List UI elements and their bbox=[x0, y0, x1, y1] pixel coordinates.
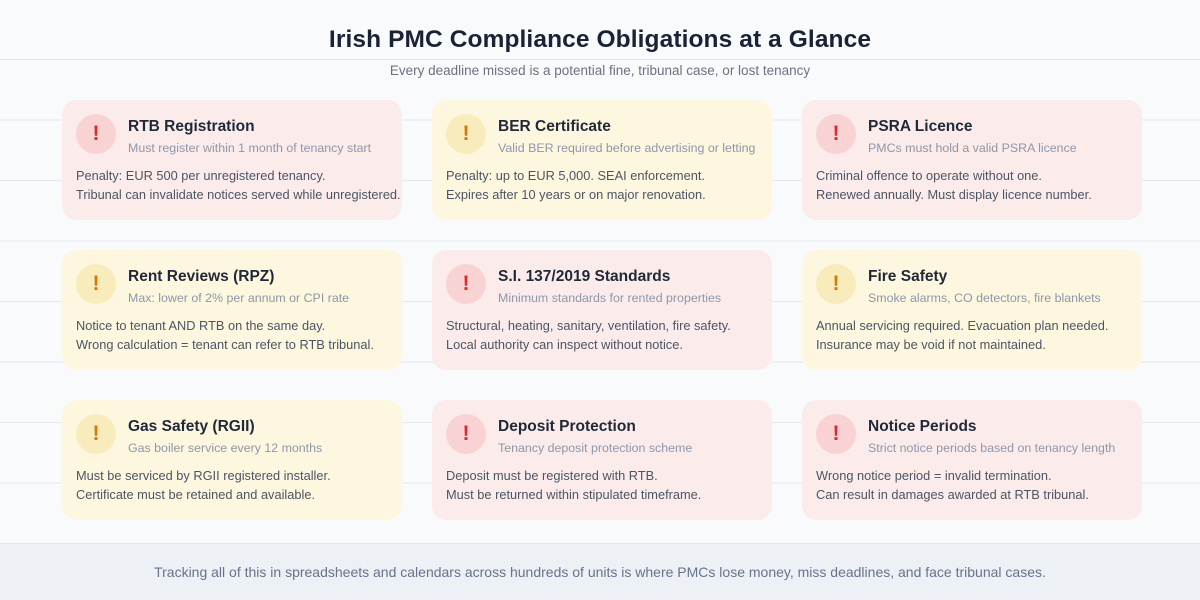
card-detail-line: Local authority can inspect without noti… bbox=[446, 337, 683, 352]
alert-icon: ! bbox=[446, 414, 486, 454]
alert-icon: ! bbox=[76, 414, 116, 454]
page-title: Irish PMC Compliance Obligations at a Gl… bbox=[328, 26, 872, 53]
card-detail-line: Annual servicing required. Evacuation pl… bbox=[816, 318, 1109, 333]
card-title: Gas Safety (RGII) bbox=[128, 418, 255, 435]
card-rtb-registration: ! RTB Registration Must register within … bbox=[62, 100, 402, 220]
card-title: PSRA Licence bbox=[868, 118, 973, 135]
card-detail-line: Tribunal can invalidate notices served w… bbox=[76, 187, 401, 202]
card-detail-line: Deposit must be registered with RTB. bbox=[446, 468, 658, 483]
card-psra-licence: ! PSRA Licence PMCs must hold a valid PS… bbox=[802, 100, 1142, 220]
card-subtitle: Valid BER required before advertising or… bbox=[498, 141, 756, 155]
card-title: Notice Periods bbox=[868, 418, 977, 435]
compliance-card-grid: ! RTB Registration Must register within … bbox=[62, 100, 1142, 520]
card-si-137-2019-standards: ! S.I. 137/2019 Standards Minimum standa… bbox=[432, 250, 772, 370]
alert-icon: ! bbox=[76, 264, 116, 304]
card-detail-line: Penalty: EUR 500 per unregistered tenanc… bbox=[76, 168, 326, 183]
card-fire-safety: ! Fire Safety Smoke alarms, CO detectors… bbox=[802, 250, 1142, 370]
alert-icon: ! bbox=[816, 414, 856, 454]
alert-icon: ! bbox=[816, 264, 856, 304]
card-deposit-protection: ! Deposit Protection Tenancy deposit pro… bbox=[432, 400, 772, 520]
card-subtitle: Gas boiler service every 12 months bbox=[128, 441, 323, 455]
card-title: Fire Safety bbox=[868, 268, 948, 285]
card-detail-line: Certificate must be retained and availab… bbox=[76, 487, 316, 502]
footer-text: Tracking all of this in spreadsheets and… bbox=[154, 564, 1046, 580]
card-subtitle: Must register within 1 month of tenancy … bbox=[128, 141, 372, 155]
card-detail-line: Penalty: up to EUR 5,000. SEAI enforceme… bbox=[446, 168, 705, 183]
card-notice-periods: ! Notice Periods Strict notice periods b… bbox=[802, 400, 1142, 520]
page-subtitle: Every deadline missed is a potential fin… bbox=[389, 63, 811, 78]
card-detail-line: Structural, heating, sanitary, ventilati… bbox=[446, 318, 731, 333]
alert-icon: ! bbox=[816, 114, 856, 154]
card-subtitle: Smoke alarms, CO detectors, fire blanket… bbox=[868, 291, 1101, 305]
card-title: RTB Registration bbox=[128, 118, 255, 135]
card-title: BER Certificate bbox=[498, 118, 611, 135]
card-title: Deposit Protection bbox=[498, 418, 636, 435]
card-ber-certificate: ! BER Certificate Valid BER required bef… bbox=[432, 100, 772, 220]
card-detail-line: Must be serviced by RGII registered inst… bbox=[76, 468, 331, 483]
card-detail-line: Wrong calculation = tenant can refer to … bbox=[76, 337, 374, 352]
card-subtitle: Strict notice periods based on tenancy l… bbox=[868, 441, 1116, 455]
alert-icon: ! bbox=[446, 264, 486, 304]
card-title: S.I. 137/2019 Standards bbox=[498, 268, 671, 285]
card-detail-line: Wrong notice period = invalid terminatio… bbox=[816, 468, 1052, 483]
card-detail-line: Notice to tenant AND RTB on the same day… bbox=[76, 318, 326, 333]
card-subtitle: PMCs must hold a valid PSRA licence bbox=[868, 141, 1077, 155]
card-detail-line: Expires after 10 years or on major renov… bbox=[446, 187, 706, 202]
alert-icon: ! bbox=[76, 114, 116, 154]
card-detail-line: Must be returned within stipulated timef… bbox=[446, 487, 702, 502]
card-detail-line: Renewed annually. Must display licence n… bbox=[816, 187, 1092, 202]
card-detail-line: Criminal offence to operate without one. bbox=[816, 168, 1042, 183]
card-gas-safety-rgii: ! Gas Safety (RGII) Gas boiler service e… bbox=[62, 400, 402, 520]
card-subtitle: Minimum standards for rented properties bbox=[498, 291, 722, 305]
card-detail-line: Insurance may be void if not maintained. bbox=[816, 337, 1046, 352]
card-rent-reviews-rpz: ! Rent Reviews (RPZ) Max: lower of 2% pe… bbox=[62, 250, 402, 370]
card-detail-line: Can result in damages awarded at RTB tri… bbox=[816, 487, 1089, 502]
card-subtitle: Max: lower of 2% per annum or CPI rate bbox=[128, 291, 350, 305]
footer-banner: Tracking all of this in spreadsheets and… bbox=[0, 543, 1200, 600]
card-subtitle: Tenancy deposit protection scheme bbox=[498, 441, 693, 455]
alert-icon: ! bbox=[446, 114, 486, 154]
card-title: Rent Reviews (RPZ) bbox=[128, 268, 275, 285]
